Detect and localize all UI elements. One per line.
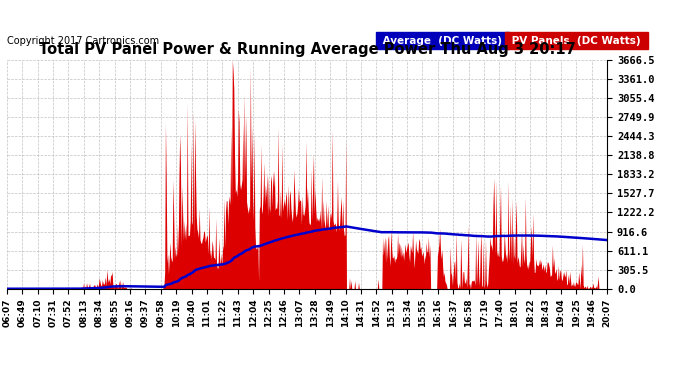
Text: Copyright 2017 Cartronics.com: Copyright 2017 Cartronics.com: [7, 36, 159, 46]
Text: Average  (DC Watts): Average (DC Watts): [379, 36, 506, 45]
Title: Total PV Panel Power & Running Average Power Thu Aug 3 20:17: Total PV Panel Power & Running Average P…: [39, 42, 575, 57]
Text: PV Panels  (DC Watts): PV Panels (DC Watts): [508, 36, 644, 45]
